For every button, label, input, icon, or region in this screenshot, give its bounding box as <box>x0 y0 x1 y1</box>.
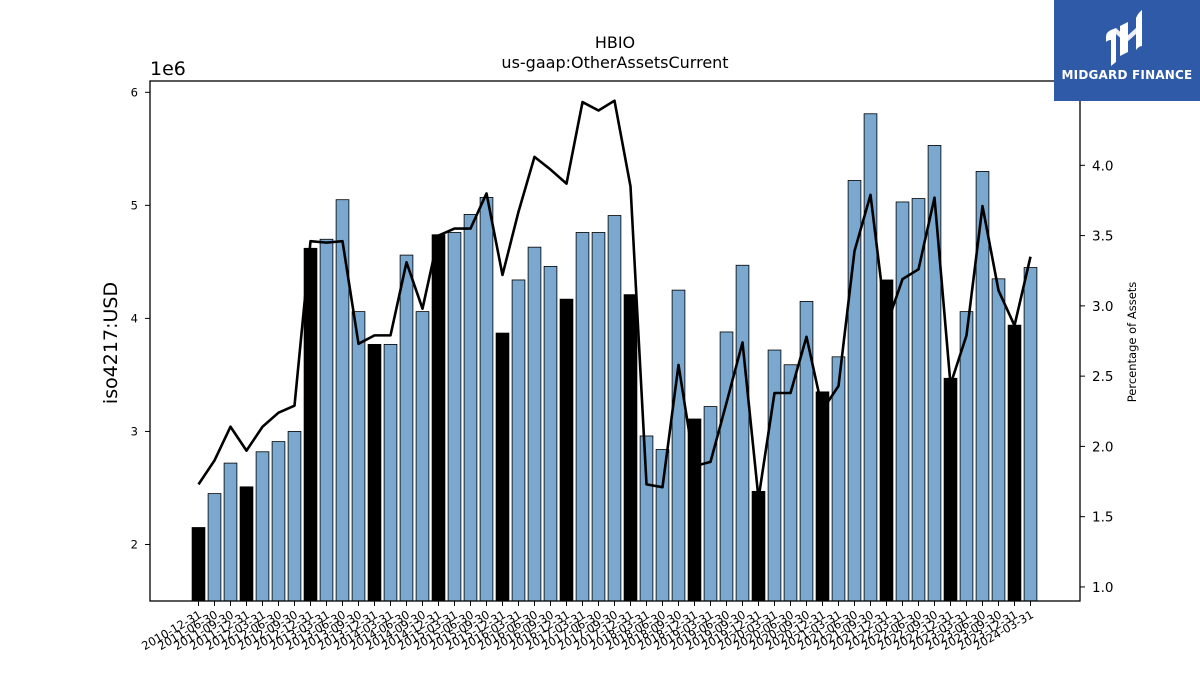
y2-tick-label: 1.0 <box>1092 580 1113 596</box>
bar <box>751 490 766 602</box>
bar <box>959 311 974 602</box>
bar <box>847 180 862 602</box>
y-offset-label: 1e6 <box>150 58 186 80</box>
bar <box>511 279 526 602</box>
bar <box>415 311 430 602</box>
bar <box>255 451 270 602</box>
bar <box>911 198 926 602</box>
y-tick-label: 2 <box>131 537 138 551</box>
bar <box>591 232 606 602</box>
bar <box>319 238 334 602</box>
logo-text: MIDGARD FINANCE <box>1061 68 1193 82</box>
percentage-line <box>197 99 1032 500</box>
bar <box>543 265 558 602</box>
bar <box>719 331 734 602</box>
midgard-finance-logo: MIDGARD FINANCE <box>1054 0 1200 101</box>
bar <box>799 301 814 602</box>
bar <box>367 343 382 602</box>
y2-tick-label: 2.5 <box>1092 369 1113 385</box>
bar <box>191 527 206 602</box>
y2-tick-label: 2.0 <box>1092 439 1113 455</box>
bar <box>559 298 574 602</box>
bar <box>431 234 446 602</box>
bar <box>655 449 670 602</box>
y2-axis: 1.0 1.5 2.0 2.5 3.0 3.5 4.0 <box>1080 158 1113 596</box>
bar <box>383 343 398 602</box>
bar <box>239 486 254 602</box>
bar <box>943 377 958 602</box>
bar <box>607 215 622 602</box>
y2-tick-label: 3.0 <box>1092 299 1113 315</box>
bar <box>623 294 638 602</box>
bar <box>399 254 414 602</box>
bar <box>735 264 750 602</box>
bar <box>207 493 222 602</box>
y-tick-label: 4 <box>131 311 138 325</box>
bar <box>479 197 494 602</box>
bar-series <box>191 113 1038 602</box>
y2-axis-label: Percentage of Assets <box>1125 282 1139 403</box>
bar <box>223 462 238 602</box>
y-axis: 2 3 4 5 6 <box>131 85 150 551</box>
percentage-line-series <box>197 99 1032 500</box>
bar <box>495 332 510 602</box>
chart-subtitle: us-gaap:OtherAssetsCurrent <box>501 53 728 72</box>
bar <box>303 247 318 602</box>
logo-mark-icon <box>1106 10 1142 66</box>
y-axis-label: iso4217:USD <box>100 282 122 404</box>
bar <box>287 431 302 602</box>
bar <box>1023 267 1038 602</box>
y-tick-label: 5 <box>131 198 138 212</box>
y-tick-label: 3 <box>131 424 138 438</box>
y-tick-label: 6 <box>131 85 138 99</box>
bar <box>527 246 542 602</box>
bar <box>863 113 878 602</box>
bar <box>815 391 830 602</box>
bar <box>879 279 894 602</box>
bar <box>991 278 1006 602</box>
y2-tick-label: 3.5 <box>1092 229 1113 245</box>
y2-tick-label: 1.5 <box>1092 510 1113 526</box>
bar <box>447 232 462 602</box>
bar <box>335 199 350 602</box>
bar <box>463 213 478 602</box>
bar <box>351 311 366 602</box>
chart-title: HBIO <box>595 33 635 52</box>
bar <box>575 232 590 602</box>
bar <box>783 364 798 602</box>
bar <box>671 289 686 602</box>
bar <box>687 418 702 602</box>
x-axis: 2010-12-312011-06-302011-09-302011-12-31… <box>139 601 1036 653</box>
bar <box>703 406 718 602</box>
bar <box>767 349 782 602</box>
bar <box>1007 324 1022 602</box>
bar <box>895 201 910 602</box>
y2-tick-label: 4.0 <box>1092 158 1113 174</box>
bar <box>271 441 286 602</box>
